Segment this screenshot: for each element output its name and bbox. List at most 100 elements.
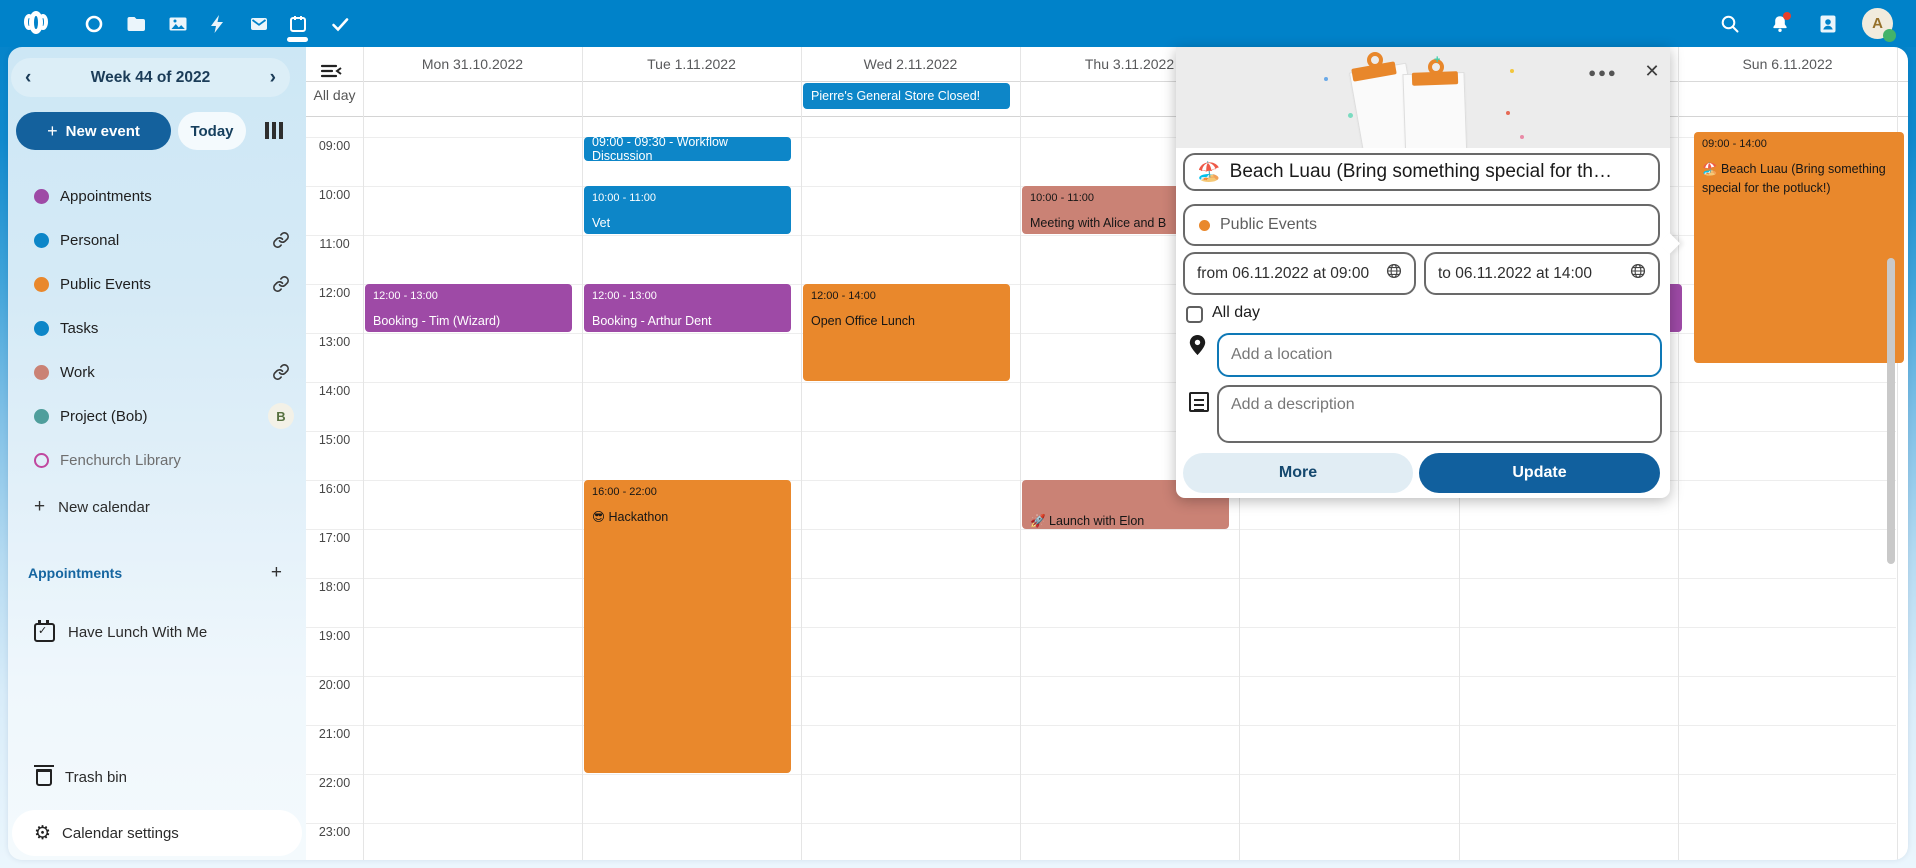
all-day-checkbox[interactable] <box>1186 306 1203 323</box>
calendar-picker[interactable]: Public Events <box>1183 204 1660 246</box>
day-column-divider <box>801 47 802 860</box>
previous-week-button[interactable]: ‹ <box>25 67 32 88</box>
calendar-event[interactable]: 12:00 - 13:00 Booking - Tim (Wizard) <box>365 284 572 332</box>
more-button[interactable]: More <box>1183 453 1413 493</box>
calendar-event[interactable]: 12:00 - 13:00 Booking - Arthur Dent <box>584 284 791 332</box>
hour-label: 10:00 <box>318 188 351 202</box>
event-title: Vet <box>592 216 611 230</box>
appointments-section-title: Appointments <box>28 565 123 581</box>
sidebar-calendar-item[interactable]: Project (Bob) B <box>8 394 306 438</box>
add-appointment-config-button[interactable]: + <box>270 562 282 583</box>
share-link-icon[interactable] <box>272 363 290 381</box>
sidebar-calendar-item[interactable]: Fenchurch Library <box>8 438 306 482</box>
next-week-button[interactable]: › <box>269 67 276 88</box>
calendar-label: Personal <box>60 231 120 249</box>
files-icon[interactable] <box>124 12 148 36</box>
trash-bin-button[interactable]: Trash bin <box>8 757 306 797</box>
day-column-divider <box>582 47 583 860</box>
event-title: 🏖️ Beach Luau (Bring something special f… <box>1702 162 1886 196</box>
collapse-week-icon[interactable] <box>320 63 344 79</box>
sidebar-calendar-item[interactable]: Public Events <box>8 262 306 306</box>
calendar-color-dot <box>1199 219 1210 231</box>
day-column-divider <box>1678 47 1679 860</box>
event-title-value: Beach Luau (Bring something special for … <box>1229 161 1612 182</box>
hour-label: 19:00 <box>318 629 351 643</box>
sidebar-calendar-item[interactable]: Work <box>8 350 306 394</box>
event-time: 12:00 - 14:00 <box>811 290 876 302</box>
more-options-icon[interactable]: ●●● <box>1588 64 1618 80</box>
event-title: 🚀 Launch with Elon <box>1030 514 1145 528</box>
avatar-letter: A <box>1872 15 1883 32</box>
vertical-scrollbar-thumb[interactable] <box>1887 258 1895 564</box>
event-editor-popover: + ●●● ✕ 🏖️ Beach Luau (Bring something s… <box>1176 47 1681 498</box>
calendar-icon[interactable] <box>286 12 310 36</box>
photos-icon[interactable] <box>166 12 190 36</box>
description-icon <box>1189 392 1209 412</box>
appointment-config-item[interactable]: Have Lunch With Me <box>8 612 306 652</box>
circle-app-icon[interactable] <box>82 12 106 36</box>
today-button[interactable]: Today <box>178 112 246 150</box>
nextcloud-logo-icon[interactable] <box>24 10 48 34</box>
unread-notification-dot <box>1783 12 1791 20</box>
event-title-field[interactable]: 🏖️ Beach Luau (Bring something special f… <box>1183 153 1660 191</box>
contacts-icon[interactable] <box>1816 12 1840 36</box>
calendar-event[interactable]: 10:00 - 11:00 Vet <box>584 186 791 234</box>
calendar-event[interactable]: 09:00 - 09:30 - Workflow Discussion <box>584 137 791 161</box>
event-title: 09:00 - 09:30 - Workflow Discussion <box>592 137 728 161</box>
calendar-event[interactable]: Pierre's General Store Closed! <box>803 83 1010 109</box>
calendar-list: Appointments Personal Public Events Tasks Wo… <box>8 174 306 482</box>
notifications-icon[interactable] <box>1768 12 1792 36</box>
location-input[interactable] <box>1217 333 1662 377</box>
mail-icon[interactable] <box>247 12 271 36</box>
gear-icon: ⚙ <box>34 822 52 844</box>
hour-label: 12:00 <box>318 286 351 300</box>
confetti: + <box>1434 54 1441 66</box>
search-icon[interactable] <box>1718 12 1742 36</box>
confetti <box>1510 69 1514 73</box>
calendar-check-icon <box>34 619 55 642</box>
calendar-color-dot <box>34 276 49 292</box>
new-event-button[interactable]: + New event <box>16 112 171 150</box>
calendar-label: Public Events <box>60 275 151 293</box>
event-time: 12:00 - 13:00 <box>592 290 657 302</box>
hour-label: 14:00 <box>318 384 351 398</box>
calendar-label: Work <box>60 363 95 381</box>
start-datetime-field[interactable]: from 06.11.2022 at 09:00 <box>1183 252 1416 295</box>
activity-icon[interactable] <box>205 12 229 36</box>
sidebar-calendar-item[interactable]: Personal <box>8 218 306 262</box>
close-icon[interactable]: ✕ <box>1644 60 1660 81</box>
end-datetime-field[interactable]: to 06.11.2022 at 14:00 <box>1424 252 1660 295</box>
confetti <box>1506 111 1510 115</box>
day-header: Mon 31.10.2022 <box>421 56 524 72</box>
plus-icon: + <box>34 496 46 517</box>
calendar-label: Project (Bob) <box>60 407 148 425</box>
avatar[interactable]: A <box>1862 8 1896 42</box>
hour-label: 20:00 <box>318 678 351 692</box>
share-link-icon[interactable] <box>272 275 290 293</box>
event-time: 10:00 - 11:00 <box>592 192 657 204</box>
update-button[interactable]: Update <box>1419 453 1660 493</box>
sidebar-calendar-item[interactable]: Appointments <box>8 174 306 218</box>
sidebar-calendar-item[interactable]: Tasks <box>8 306 306 350</box>
header-divider <box>306 81 1908 82</box>
calendar-event[interactable]: 09:00 - 14:00 🏖️ Beach Luau (Bring someth… <box>1694 132 1904 363</box>
calendar-picker-value: Public Events <box>1220 216 1317 233</box>
week-navigation: ‹ Week 44 of 2022 › <box>11 58 290 97</box>
timezone-globe-icon <box>1386 263 1402 284</box>
calendar-settings-button[interactable]: ⚙ Calendar settings <box>12 810 302 856</box>
calendar-event[interactable]: 12:00 - 14:00 Open Office Lunch <box>803 284 1010 381</box>
event-title: Open Office Lunch <box>811 314 916 328</box>
trash-icon <box>34 764 54 786</box>
plus-icon: + <box>47 120 58 141</box>
description-input[interactable] <box>1217 385 1662 443</box>
view-switcher-icon[interactable] <box>265 122 284 139</box>
day-header: Thu 3.11.2022 <box>1084 56 1175 72</box>
event-title: 😎 Hackathon <box>592 510 669 524</box>
hour-label: 13:00 <box>318 335 351 349</box>
location-pin-icon <box>1189 335 1206 361</box>
tasks-icon[interactable] <box>328 12 352 36</box>
calendar-event[interactable]: 16:00 - 22:00 😎 Hackathon <box>584 480 791 773</box>
new-calendar-button[interactable]: + New calendar <box>34 496 150 517</box>
share-link-icon[interactable] <box>272 231 290 249</box>
event-time: 10:00 - 11:00 <box>1030 192 1095 204</box>
